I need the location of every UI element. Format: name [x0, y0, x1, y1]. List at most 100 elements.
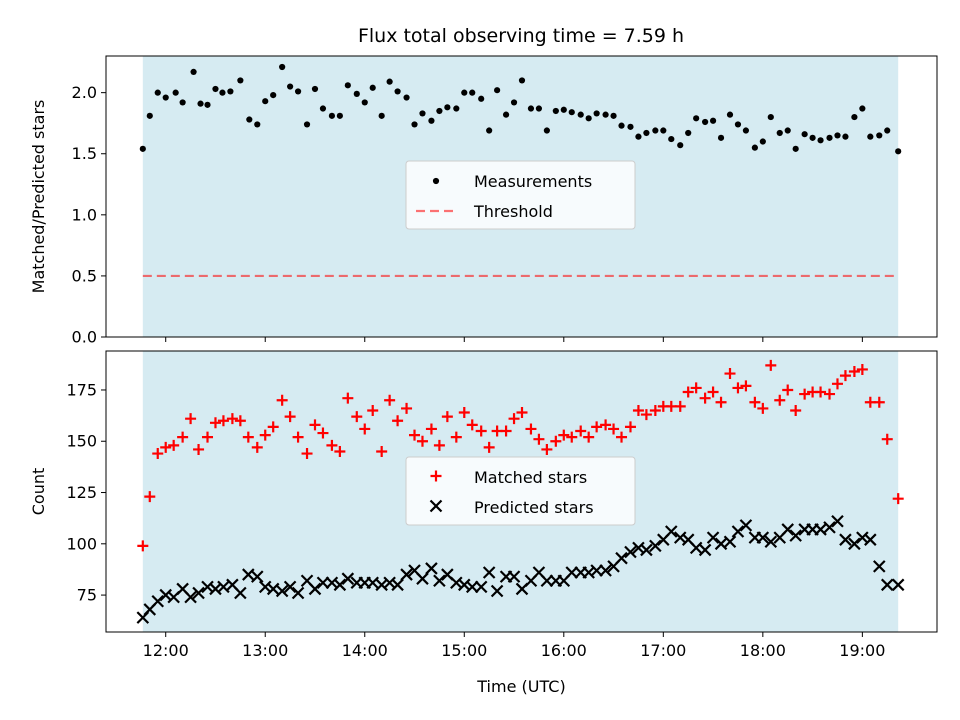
- matched-stars-point: [309, 419, 321, 431]
- matched-stars-point: [583, 431, 595, 443]
- y-tick-label: 75: [77, 586, 97, 605]
- matched-stars-point: [160, 441, 172, 453]
- measurements-point: [204, 101, 211, 108]
- matched-stars-point: [839, 370, 851, 382]
- matched-stars-point: [740, 380, 752, 392]
- measurements-point: [826, 134, 833, 141]
- measurements-point: [510, 99, 518, 106]
- predicted-stars-point: [723, 535, 737, 549]
- y-tick-label: 0.0: [72, 328, 97, 347]
- legend-plus: [430, 470, 442, 482]
- measurements-point: [717, 134, 725, 141]
- matched-stars-point: [550, 435, 562, 447]
- matched-stars-point: [782, 384, 794, 396]
- predicted-stars-point: [391, 578, 404, 592]
- legend-predicted-marker: [429, 499, 443, 513]
- matched-stars-point: [458, 407, 470, 419]
- y-tick-label: 150: [66, 432, 97, 451]
- measurements-point: [219, 89, 226, 96]
- ratio-marks: [139, 63, 902, 278]
- matched-stars-point: [401, 402, 413, 414]
- predicted-stars-point: [540, 574, 554, 588]
- measurements-point: [552, 107, 559, 115]
- matched-stars-point: [856, 363, 868, 375]
- matched-stars-point: [234, 415, 246, 427]
- measurements-point: [543, 127, 550, 134]
- count-y-axis-label: Count: [29, 468, 48, 516]
- measurements-point: [726, 111, 734, 118]
- y-tick-label: 2.0: [72, 83, 97, 102]
- measurements-point: [792, 145, 799, 152]
- matched-stars-point: [416, 435, 428, 447]
- matched-stars-point: [292, 431, 304, 443]
- matched-stars-point: [425, 423, 437, 435]
- predicted-stars-point: [250, 570, 264, 583]
- measurements-point: [469, 89, 476, 96]
- predicted-stars-point: [665, 525, 678, 538]
- measurements-point: [361, 99, 368, 106]
- measurements-point: [246, 116, 253, 123]
- predicted-stars-point: [781, 523, 794, 536]
- measurements-point: [851, 113, 858, 121]
- measurements-point: [742, 127, 750, 134]
- matched-stars-point: [566, 431, 578, 443]
- predicted-stars-point: [266, 582, 280, 596]
- matched-stars-point: [217, 415, 229, 427]
- measurements-point: [461, 89, 468, 96]
- matched-stars-point: [600, 419, 612, 431]
- matched-stars-point: [441, 411, 453, 423]
- ratio-panel: 0.00.51.01.52.0 Matched/Predicted stars …: [29, 55, 938, 347]
- matched-stars-point: [376, 446, 388, 458]
- predicted-stars-point: [640, 543, 653, 557]
- matched-stars-point: [707, 386, 719, 398]
- matched-stars-point: [815, 386, 827, 398]
- predicted-stars-point: [366, 576, 379, 590]
- x-tick-label: 19:00: [839, 641, 885, 660]
- matched-stars-point: [790, 404, 802, 416]
- measurements-point: [627, 123, 634, 130]
- y-tick-label: 1.5: [72, 144, 97, 163]
- matched-stars-point: [450, 431, 462, 443]
- predicted-stars-point: [590, 564, 603, 577]
- matched-stars-point: [193, 443, 205, 455]
- y-tick-label: 100: [66, 534, 97, 553]
- measurements-point: [593, 110, 600, 117]
- predicted-stars-point: [308, 582, 322, 596]
- predicted-stars-point: [425, 562, 438, 575]
- measurements-point: [190, 68, 197, 75]
- predicted-stars-point: [184, 590, 197, 604]
- measurements-point: [227, 88, 234, 95]
- measurements-point: [751, 144, 758, 151]
- measurements-point: [527, 105, 535, 112]
- matched-stars-point: [541, 443, 553, 455]
- y-tick-label: 1.0: [72, 205, 97, 224]
- predicted-stars-point: [474, 580, 488, 594]
- ratio-panel-frame: [105, 55, 938, 338]
- x-tick-label: 18:00: [740, 641, 786, 660]
- matched-stars-point: [152, 448, 164, 460]
- matched-stars-point: [824, 388, 836, 400]
- matched-stars-point: [242, 431, 254, 443]
- legend-matched-label: Matched stars: [474, 468, 587, 487]
- predicted-stars-point: [839, 533, 852, 546]
- measurements-point: [146, 112, 153, 119]
- matched-stars-point: [533, 433, 545, 445]
- matched-stars-point: [715, 396, 727, 408]
- measurements-point: [610, 112, 617, 119]
- y-tick-label: 175: [66, 380, 97, 399]
- measurements-point: [378, 112, 385, 119]
- matched-stars-point: [284, 411, 296, 423]
- predicted-stars-point: [151, 594, 165, 608]
- predicted-stars-point: [234, 586, 247, 600]
- matched-stars-point: [632, 404, 644, 416]
- matched-stars-point: [144, 491, 156, 503]
- measurements-point: [502, 111, 510, 118]
- measurements-point: [197, 100, 204, 107]
- matched-stars-point: [317, 427, 329, 439]
- y-tick-label: 125: [66, 483, 97, 502]
- measurements-point: [162, 94, 169, 101]
- predicted-stars-point: [624, 545, 637, 559]
- predicted-stars-point: [689, 541, 703, 555]
- matched-stars-point: [276, 394, 288, 406]
- predicted-stars-point: [482, 566, 496, 579]
